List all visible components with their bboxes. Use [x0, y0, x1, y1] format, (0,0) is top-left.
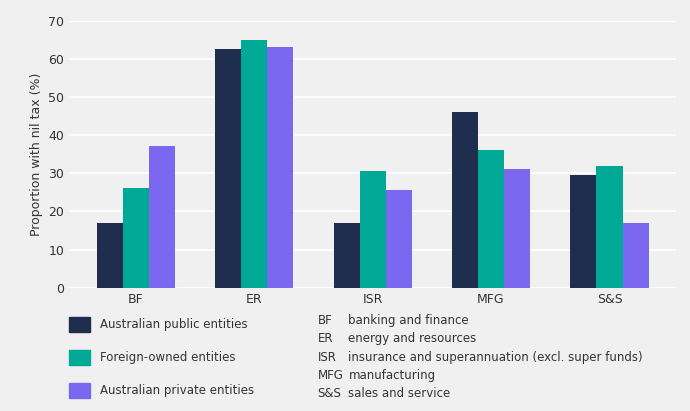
- Bar: [215, 49, 241, 288]
- Text: MFG: MFG: [317, 369, 344, 382]
- Bar: [333, 223, 359, 288]
- Bar: [571, 175, 596, 288]
- Text: BF: BF: [317, 314, 332, 328]
- Text: insurance and superannuation (excl. super funds): insurance and superannuation (excl. supe…: [348, 351, 643, 364]
- Text: banking and finance: banking and finance: [348, 314, 469, 328]
- Text: sales and service: sales and service: [348, 387, 451, 400]
- Bar: [504, 169, 530, 288]
- Bar: [622, 223, 649, 288]
- Bar: [123, 189, 149, 288]
- Text: ER: ER: [317, 332, 333, 346]
- Text: manufacturing: manufacturing: [348, 369, 435, 382]
- Text: S&S: S&S: [317, 387, 342, 400]
- Bar: [596, 166, 622, 288]
- Bar: [97, 223, 123, 288]
- Bar: [478, 150, 504, 288]
- Bar: [386, 190, 412, 288]
- Bar: [149, 146, 175, 288]
- Text: ISR: ISR: [317, 351, 336, 364]
- Text: Foreign-owned entities: Foreign-owned entities: [100, 351, 235, 364]
- Text: Australian private entities: Australian private entities: [100, 384, 254, 397]
- Y-axis label: Proportion with nil tax (%): Proportion with nil tax (%): [30, 72, 43, 236]
- Text: Australian public entities: Australian public entities: [100, 318, 248, 331]
- Bar: [452, 112, 478, 288]
- Bar: [241, 39, 267, 288]
- Bar: [359, 171, 386, 288]
- Bar: [267, 47, 293, 288]
- Text: energy and resources: energy and resources: [348, 332, 477, 346]
